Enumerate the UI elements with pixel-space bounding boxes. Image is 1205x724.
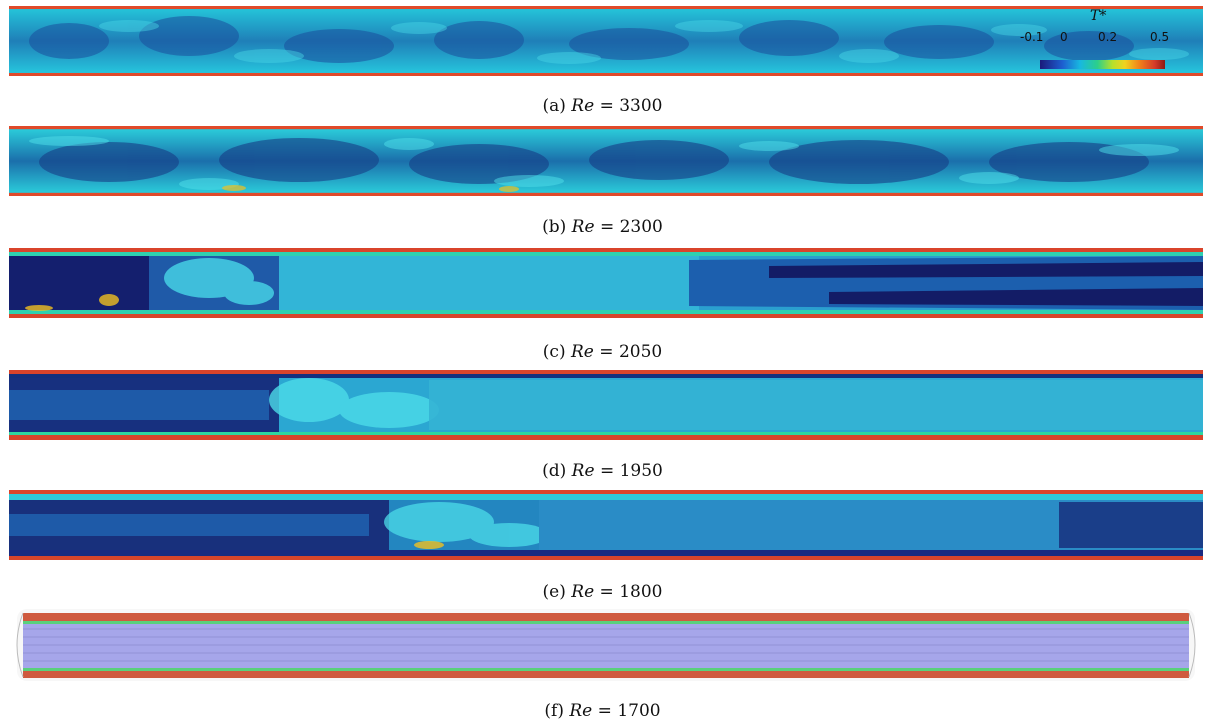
caption-f: (f) Re = 1700 — [0, 701, 1205, 721]
panel-value: 1800 — [619, 582, 663, 602]
panel-variable: Re — [571, 96, 595, 116]
panel-value: 2300 — [619, 217, 663, 237]
panel-equals: = — [599, 342, 614, 362]
panel-value: 1700 — [617, 701, 661, 721]
panel-e-temperature-field — [9, 490, 1203, 560]
caption-d: (d) Re = 1950 — [0, 461, 1205, 481]
panel-variable: Re — [571, 461, 595, 481]
panel-variable: Re — [571, 342, 594, 362]
panel-label: (b) — [542, 217, 567, 237]
caption-a: (a) Re = 3300 — [0, 96, 1205, 116]
panel-a-temperature-field — [9, 6, 1203, 76]
panel-label: (d) — [542, 461, 567, 481]
colorbar-tick: 0.5 — [1150, 30, 1170, 44]
panel-f-pipe-mesh — [9, 609, 1203, 681]
panel-equals: = — [597, 701, 612, 721]
panel-d-temperature-field — [9, 370, 1203, 440]
panel-value: 3300 — [619, 96, 663, 116]
caption-e: (e) Re = 1800 — [0, 582, 1205, 602]
colorbar-tick: -0.1 — [1020, 30, 1044, 44]
panel-equals: = — [599, 461, 615, 481]
panel-equals: = — [599, 582, 614, 602]
panel-b-temperature-field — [9, 126, 1203, 196]
colorbar: T* -0.1 0 0.2 0.5 — [1010, 8, 1180, 69]
panel-label: (c) — [542, 342, 566, 362]
panel-variable: Re — [571, 582, 595, 602]
panel-label: (a) — [542, 96, 566, 116]
panel-c-temperature-field — [9, 248, 1203, 318]
colorbar-tick: 0.2 — [1098, 30, 1118, 44]
panel-label: (f) — [544, 701, 564, 721]
panel-value: 1950 — [619, 461, 663, 481]
colorbar-title: T* — [1090, 8, 1107, 24]
panel-variable: Re — [569, 701, 593, 721]
caption-b: (b) Re = 2300 — [0, 217, 1205, 237]
colorbar-tick: 0 — [1060, 30, 1068, 44]
panel-variable: Re — [571, 217, 595, 237]
colorbar-gradient — [1040, 60, 1165, 69]
panel-value: 2050 — [618, 342, 663, 362]
panel-equals: = — [599, 96, 614, 116]
panel-label: (e) — [542, 582, 566, 602]
caption-c: (c) Re = 2050 — [0, 342, 1205, 362]
panel-equals: = — [599, 217, 615, 237]
